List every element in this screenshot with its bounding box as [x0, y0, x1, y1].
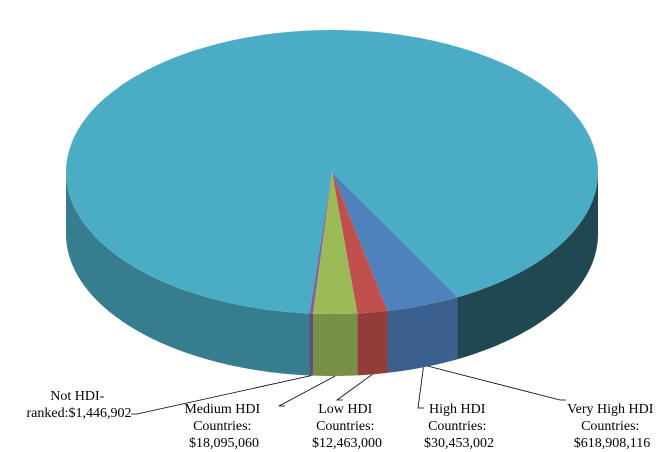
label-medium-hdi-line-3: $18,095,060 — [189, 436, 259, 451]
label-medium-hdi: Medium HDI Countries: $18,095,060 — [184, 402, 263, 451]
label-not-hdi-ranked-line-2: ranked:$1,446,902 — [27, 406, 132, 421]
label-medium-hdi-line-2: Countries: — [193, 419, 251, 434]
label-low-hdi: Low HDI Countries: $12,463,000 — [312, 402, 382, 451]
leader-line-not-hdi-ranked — [131, 375, 312, 415]
pie-slice-not-hdi-ranked — [309, 172, 332, 314]
pie-slice-medium-hdi — [313, 172, 358, 314]
label-low-hdi-line-2: Countries: — [316, 419, 374, 434]
label-very-high-hdi-line-1: Very High HDI — [567, 402, 654, 417]
pie-side-medium-hdi — [313, 313, 358, 376]
label-very-high-hdi-line-2: Countries: — [581, 419, 639, 434]
pie-slice-high-hdi — [332, 172, 458, 311]
pie-side-very-high-hdi — [457, 172, 598, 360]
label-high-hdi-line-3: $30,453,002 — [424, 436, 494, 451]
leader-line-low-hdi — [335, 373, 373, 401]
leader-line-very-high-hdi — [428, 365, 566, 401]
leader-line-high-hdi — [417, 367, 424, 409]
label-not-hdi-ranked-line-1: Not HDI- — [50, 389, 104, 404]
pie-slice-low-hdi — [332, 172, 388, 314]
pie-side-low-hdi — [357, 310, 388, 376]
label-high-hdi-line-2: Countries: — [428, 419, 486, 434]
label-very-high-hdi-line-3: $618,908,116 — [574, 436, 650, 451]
pie-slice-very-high-hdi — [66, 30, 599, 314]
pie-side-not-hdi-ranked — [309, 313, 313, 376]
pie-side-faces — [66, 172, 598, 376]
label-low-hdi-line-3: $12,463,000 — [312, 436, 382, 451]
label-not-hdi-ranked: Not HDI- ranked:$1,446,902 — [27, 389, 132, 421]
leader-line-medium-hdi — [278, 375, 336, 407]
label-high-hdi: High HDI Countries: $30,453,002 — [424, 402, 494, 451]
pie-side-very-high-hdi — [66, 172, 310, 376]
label-low-hdi-line-1: Low HDI — [318, 402, 372, 417]
label-medium-hdi-line-1: Medium HDI — [184, 402, 260, 417]
label-leader-lines — [131, 365, 566, 415]
pie-top-faces — [66, 30, 599, 314]
pie-side-high-hdi — [387, 297, 458, 373]
label-very-high-hdi: Very High HDI Countries: $618,908,116 — [567, 402, 657, 451]
label-high-hdi-line-1: High HDI — [429, 402, 486, 417]
